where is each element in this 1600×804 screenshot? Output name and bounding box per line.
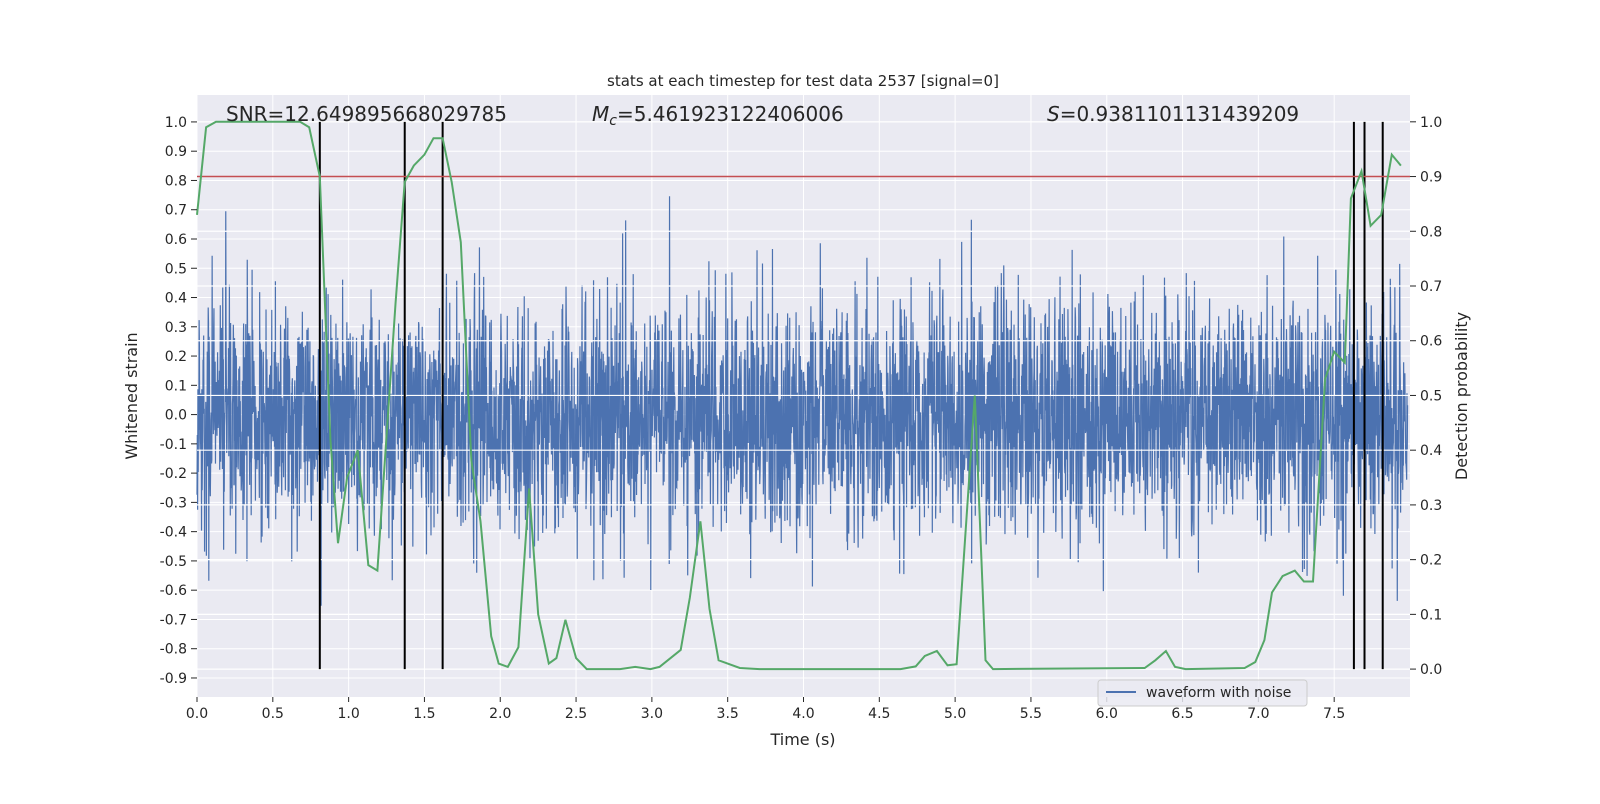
x-tick-label: 5.5 [1020, 706, 1042, 722]
probability-series [196, 120, 1402, 671]
y-tick-label: -0.6 [160, 583, 187, 599]
x-tick-label: 6.5 [1171, 706, 1193, 722]
y-tick-label: -0.4 [160, 525, 187, 541]
y-right-tick-label: 1.0 [1420, 115, 1442, 131]
x-tick-label: 5.0 [944, 706, 966, 722]
y-tick-label: 0.5 [165, 261, 187, 277]
y-right-tick-label: 0.7 [1420, 279, 1442, 295]
y-tick-label: 0.9 [165, 144, 187, 160]
x-tick-label: 0.5 [262, 706, 284, 722]
y-tick-label: 0.0 [165, 408, 187, 424]
snr-annotation: SNR=12.649895668029785 [226, 102, 507, 126]
x-tick-label: 0.0 [186, 706, 208, 722]
y-right-tick-label: 0.8 [1420, 224, 1442, 240]
y-axis-label: Whitened strain [122, 332, 141, 459]
x-tick-label: 2.0 [489, 706, 511, 722]
x-tick-label: 7.5 [1323, 706, 1345, 722]
x-tick-label: 3.5 [717, 706, 739, 722]
y-tick-label: -0.2 [160, 466, 187, 482]
y-tick-label: 0.4 [165, 291, 187, 307]
y-right-tick-label: 0.5 [1420, 388, 1442, 404]
s-annotation: S=0.9381101131439209 [1047, 102, 1299, 126]
y-right-tick-label: 0.1 [1420, 607, 1442, 623]
x-axis-label: Time (s) [769, 730, 835, 749]
x-tick-label: 4.5 [868, 706, 890, 722]
y-right-tick-label: 0.4 [1420, 443, 1442, 459]
y-tick-label: -0.7 [160, 612, 187, 628]
y-tick-label: -0.9 [160, 671, 187, 687]
probability-line [196, 120, 1402, 671]
y-tick-label: -0.5 [160, 554, 187, 570]
waveform-line [196, 196, 1409, 606]
y-tick-label: -0.1 [160, 437, 187, 453]
x-tick-label: 3.0 [641, 706, 663, 722]
chart-title: stats at each timestep for test data 253… [607, 72, 999, 90]
y-tick-label: 0.8 [165, 173, 187, 189]
y-tick-label: 0.6 [165, 232, 187, 248]
y-tick-label: 0.2 [165, 349, 187, 365]
x-tick-label: 1.5 [413, 706, 435, 722]
legend-waveform-label: waveform with noise [1146, 685, 1291, 701]
y-right-tick-label: 0.9 [1420, 170, 1442, 186]
legend-box [1097, 679, 1308, 707]
y-axis-right-label: Detection probability [1452, 312, 1471, 480]
legend[interactable]: waveform with noise [1097, 679, 1308, 707]
x-tick-label: 4.0 [792, 706, 814, 722]
y-right-tick-label: 0.6 [1420, 334, 1442, 350]
y-right-tick-label: 0.0 [1420, 662, 1442, 678]
mc-subscript: c [609, 113, 617, 129]
mc-symbol: M [592, 102, 609, 126]
x-tick-label: 1.0 [337, 706, 359, 722]
mc-value: =5.461923122406006 [617, 102, 844, 126]
y-tick-label: 0.3 [165, 320, 187, 336]
s-value: =0.9381101131439209 [1060, 102, 1299, 126]
y-tick-label: 1.0 [165, 115, 187, 131]
x-tick-label: 2.5 [565, 706, 587, 722]
y-tick-label: -0.3 [160, 495, 187, 511]
y-tick-label: 0.1 [165, 378, 187, 394]
mc-annotation: Mc=5.461923122406006 [592, 102, 844, 129]
waveform-series [196, 196, 1409, 606]
y-right-tick-label: 0.2 [1420, 553, 1442, 569]
y-tick-label: -0.8 [160, 642, 187, 658]
y-tick-label: 0.7 [165, 203, 187, 219]
x-tick-label: 6.0 [1096, 706, 1118, 722]
detection-markers [318, 121, 1384, 670]
s-symbol: S [1047, 102, 1060, 126]
axis-ticks: 0.0 0.5 1.0 1.5 2.0 2.5 3.0 3.5 4.0 4.5 5.0 5.5 6.0 6… [160, 115, 1443, 722]
y-right-tick-label: 0.3 [1420, 498, 1442, 514]
x-tick-label: 7.0 [1247, 706, 1269, 722]
